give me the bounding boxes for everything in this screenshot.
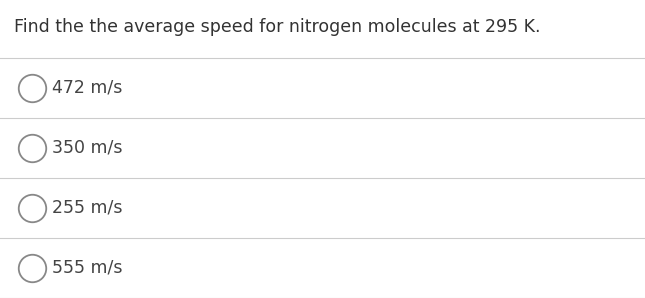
Point [27, 146, 37, 150]
Point [27, 266, 37, 270]
Text: 555 m/s: 555 m/s [52, 259, 123, 277]
Text: 472 m/s: 472 m/s [52, 79, 123, 97]
Point [27, 86, 37, 90]
Text: Find the the average speed for nitrogen molecules at 295 K.: Find the the average speed for nitrogen … [14, 18, 541, 36]
Point [27, 206, 37, 210]
Text: 350 m/s: 350 m/s [52, 139, 123, 157]
Text: 255 m/s: 255 m/s [52, 199, 123, 217]
